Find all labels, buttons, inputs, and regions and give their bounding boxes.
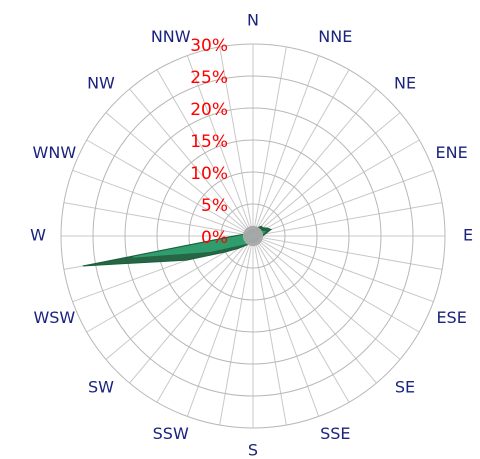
radial-label: 25% [190, 68, 228, 88]
direction-label: NNW [151, 27, 191, 46]
direction-label: S [248, 441, 258, 459]
radial-label: 0% [201, 228, 228, 248]
direction-label: NE [394, 73, 416, 92]
direction-label: N [247, 11, 259, 30]
radial-label: 10% [190, 164, 228, 184]
direction-label: ESE [436, 308, 466, 327]
grid-ring [124, 107, 382, 365]
grid-ring [220, 203, 286, 269]
direction-label: SW [88, 378, 114, 397]
direction-label: ENE [436, 143, 468, 162]
direction-label: SSE [320, 424, 350, 443]
direction-label: WNW [33, 143, 77, 162]
direction-label: SE [395, 378, 415, 397]
radial-label: 20% [190, 100, 228, 120]
radial-label: 15% [190, 132, 228, 152]
grid-ring [188, 171, 318, 301]
grid-ring [60, 43, 446, 429]
grid-ring [92, 75, 414, 397]
grid-ring [156, 139, 350, 333]
rose-area [242, 225, 264, 247]
direction-label: NW [87, 73, 115, 92]
radial-label: 30% [190, 36, 228, 56]
direction-label: WSW [33, 308, 75, 327]
radial-label: 5% [201, 196, 228, 216]
direction-label: NNE [318, 27, 352, 46]
direction-label: W [30, 226, 46, 245]
direction-label: SSW [153, 424, 189, 443]
direction-label: E [463, 226, 473, 245]
